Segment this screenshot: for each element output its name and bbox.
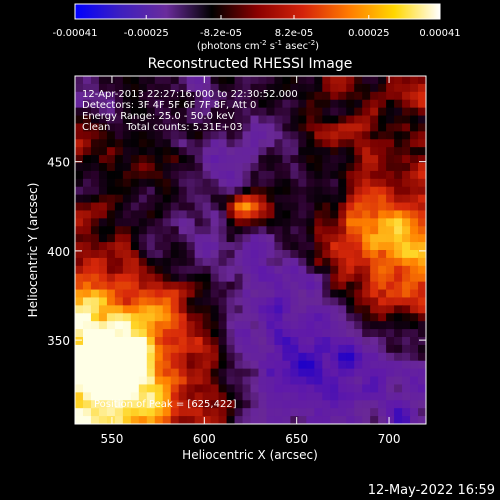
x-tick-label: 700 xyxy=(378,432,401,446)
y-axis-label: Heliocentric Y (arcsec) xyxy=(26,183,40,318)
x-axis-label: Heliocentric X (arcsec) xyxy=(182,448,318,462)
y-tick-label: 400 xyxy=(47,245,70,259)
colorbar-tick-label: 0.00041 xyxy=(419,28,460,39)
annotation-detectors: Detectors: 3F 4F 5F 6F 7F 8F, Att 0 xyxy=(82,100,256,111)
x-tick-label: 550 xyxy=(100,432,123,446)
y-tick-label: 350 xyxy=(47,334,70,348)
y-tick-label: 450 xyxy=(47,156,70,170)
annotation-peak-position: Position of Peak = [625,422] xyxy=(94,399,237,410)
colorbar-tick-label: -0.00041 xyxy=(53,28,98,39)
colorbar xyxy=(74,3,441,20)
annotation-energy-range: Energy Range: 25.0 - 50.0 keV xyxy=(82,111,235,122)
colorbar-tick-label: -8.2e-05 xyxy=(200,28,242,39)
colorbar-tick-label: 0.00025 xyxy=(348,28,389,39)
axes: 550 600 650 700 350 400 450 xyxy=(47,76,426,446)
annotation-time-range: 12-Apr-2013 22:27:16.000 to 22:30:52.000 xyxy=(82,89,298,100)
chart-title: Reconstructed RHESSI Image xyxy=(148,56,353,72)
colorbar-tick-label: -0.00025 xyxy=(124,28,169,39)
footer-timestamp: 12-May-2022 16:59 xyxy=(368,483,495,498)
x-tick-label: 650 xyxy=(285,432,308,446)
heatmap-image xyxy=(75,76,426,424)
colorbar-units: (photons cm-2 s-1 asec-2) xyxy=(197,39,319,52)
annotation-clean-counts: Clean Total counts: 5.31E+03 xyxy=(82,122,242,133)
colorbar-ticks: -0.00041 -0.00025 -8.2e-05 8.2e-05 0.00025 0.… xyxy=(53,15,461,39)
plot-frame xyxy=(74,75,427,425)
x-tick-label: 600 xyxy=(193,432,216,446)
colorbar-tick-label: 8.2e-05 xyxy=(275,28,313,39)
